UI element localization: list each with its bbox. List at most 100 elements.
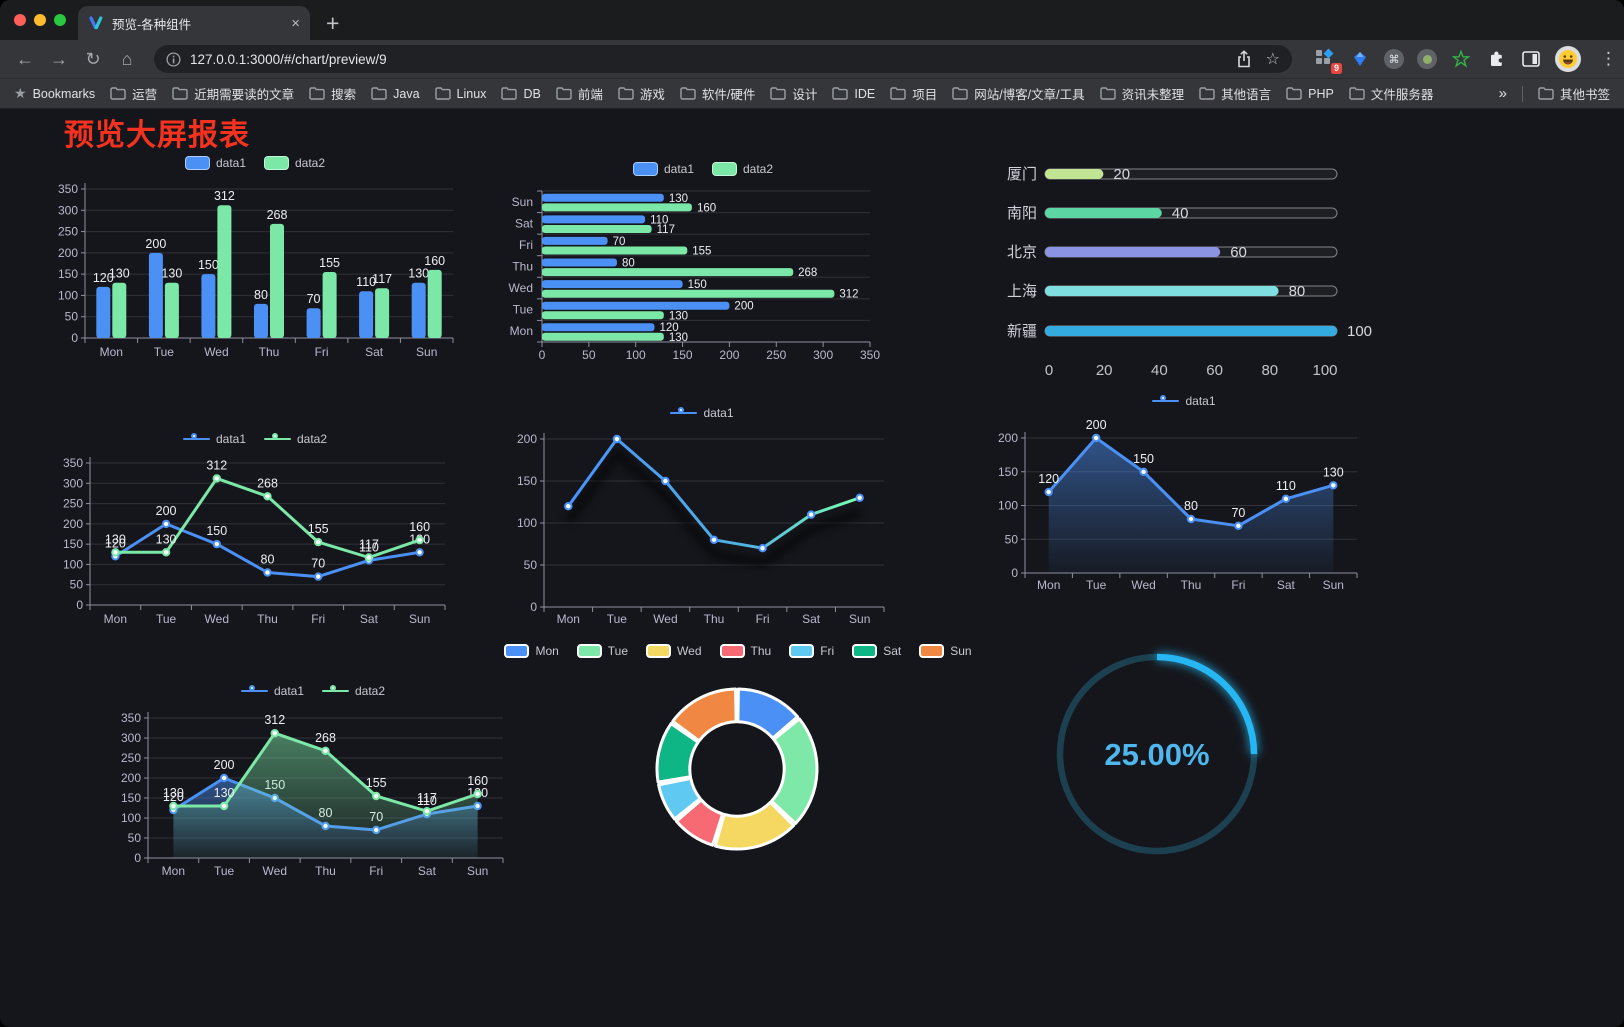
- bookmarks-overflow-chevron[interactable]: »: [1498, 85, 1507, 102]
- tab-title: 预览-各种组件: [112, 17, 192, 32]
- bookmark-folder[interactable]: PHP: [1286, 84, 1334, 103]
- bookmark-folder[interactable]: Java: [371, 84, 420, 103]
- svg-text:60: 60: [1206, 362, 1223, 379]
- tab-close-icon[interactable]: ×: [291, 14, 300, 32]
- legend-item-Sun[interactable]: Sun: [919, 644, 972, 658]
- chart-canvas: 0 50 100 150 200 250 300 350 Mon Tue Wed Thu Fri Sat S…: [63, 456, 446, 626]
- legend-item-Thu[interactable]: Thu: [719, 644, 771, 658]
- bookmark-folder[interactable]: 软件/硬件: [680, 84, 755, 103]
- svg-text:100: 100: [58, 288, 78, 302]
- browser-menu-icon[interactable]: ⋮: [1600, 49, 1617, 68]
- svg-text:70: 70: [613, 236, 626, 248]
- legend-item-data1[interactable]: data1: [182, 432, 246, 446]
- bookmark-folder[interactable]: 设计: [770, 84, 817, 103]
- chart-canvas: 厦门 20 南阳 40 北京 60 上海 80 新疆 100 0 20 40 60 80 100: [1007, 166, 1372, 379]
- svg-text:200: 200: [1086, 418, 1107, 432]
- bookmark-folder[interactable]: 运营: [110, 84, 157, 103]
- other-bookmarks[interactable]: 其他书签: [1538, 84, 1610, 103]
- chart-line-dual[interactable]: data1 data2 0 50 100 150 200 250 300 350 Mon Tue Wed…: [45, 427, 465, 645]
- svg-text:50: 50: [65, 310, 79, 324]
- svg-text:130: 130: [1323, 465, 1344, 479]
- chart-line-gradient[interactable]: data1 0 50 100 150 200 Mon Tue Wed Thu Fri Sat Sun: [502, 401, 902, 635]
- svg-text:0: 0: [1011, 566, 1018, 580]
- side-panel-icon[interactable]: [1520, 48, 1542, 70]
- svg-text:268: 268: [798, 267, 817, 279]
- legend-item-Sat[interactable]: Sat: [852, 644, 901, 658]
- bookmark-folder[interactable]: 搜索: [309, 84, 356, 103]
- chart-line-dual-area[interactable]: data1 data2 0 50 100 150 200 250 300 350 Mon Tue Wed…: [103, 679, 523, 889]
- chart-donut[interactable]: Mon Tue Wed Thu Fri Sat Sun: [504, 639, 972, 895]
- bookmark-folder[interactable]: 资讯未整理: [1099, 84, 1184, 103]
- bookmark-star-icon[interactable]: ☆: [1265, 51, 1280, 68]
- emoji-face-icon: [1559, 50, 1577, 68]
- svg-text:Sat: Sat: [802, 612, 821, 626]
- legend-item-Wed[interactable]: Wed: [646, 644, 702, 658]
- bookmark-folder[interactable]: 其他语言: [1199, 84, 1271, 103]
- extension-record-icon[interactable]: [1417, 49, 1437, 69]
- folder-icon: [1286, 87, 1302, 100]
- chart-gauge-progress[interactable]: 25.00%: [1033, 637, 1283, 887]
- svg-text:150: 150: [688, 279, 707, 291]
- legend-swatch-icon: [719, 644, 745, 658]
- svg-text:Sun: Sun: [1323, 578, 1344, 592]
- svg-text:155: 155: [319, 256, 340, 270]
- legend-item-data2[interactable]: data2: [264, 156, 325, 170]
- svg-text:160: 160: [697, 202, 716, 214]
- bookmark-folder[interactable]: Linux: [434, 84, 486, 103]
- share-icon[interactable]: [1236, 50, 1252, 68]
- legend-item-data2[interactable]: data2: [322, 684, 385, 698]
- legend-item-data1[interactable]: data1: [240, 684, 304, 698]
- extension-gem-icon[interactable]: [1349, 48, 1371, 70]
- site-info-icon[interactable]: [166, 51, 181, 67]
- bookmark-folder[interactable]: IDE: [832, 84, 875, 103]
- legend-item-data2[interactable]: data2: [712, 162, 773, 176]
- svg-text:160: 160: [409, 520, 430, 534]
- url-text: 127.0.0.1:3000/#/chart/preview/9: [190, 51, 387, 67]
- donut-slice-Sat: [655, 722, 700, 784]
- chart-horizontal-bar[interactable]: data1 data2 0 50 100 150 200 250 300 350 Sun 130 160…: [502, 157, 904, 367]
- browser-tab[interactable]: 预览-各种组件 ×: [78, 6, 310, 40]
- chart-progress-bars[interactable]: 厦门 20 南阳 40 北京 60 上海 80 新疆 100 0 20 40 60 80 100: [985, 157, 1383, 382]
- url-bar[interactable]: 127.0.0.1:3000/#/chart/preview/9 ☆: [154, 45, 1292, 73]
- bookmarks-folders: 运营 近期需要读的文章 搜索 Java Linux DB 前端 游戏 软件/硬件 设计 IDE 项目 网…: [110, 84, 1484, 103]
- legend-item-data1[interactable]: data1: [632, 162, 694, 176]
- reload-icon[interactable]: ↻: [85, 49, 101, 69]
- forward-icon[interactable]: →: [50, 49, 68, 69]
- bookmark-folder[interactable]: 前端: [556, 84, 603, 103]
- extensions-puzzle-icon[interactable]: [1485, 48, 1507, 70]
- svg-text:Wed: Wed: [204, 345, 228, 359]
- svg-text:155: 155: [366, 776, 387, 790]
- home-icon[interactable]: ⌂: [121, 49, 133, 69]
- svg-text:250: 250: [63, 497, 83, 511]
- bookmark-folder[interactable]: 文件服务器: [1349, 84, 1433, 103]
- legend-item-data1[interactable]: data1: [1152, 394, 1216, 408]
- legend-item-data2[interactable]: data2: [264, 432, 327, 446]
- profile-avatar[interactable]: [1555, 46, 1581, 72]
- bookmark-folder[interactable]: 近期需要读的文章: [172, 84, 294, 103]
- extension-star-icon[interactable]: [1450, 48, 1472, 70]
- svg-text:300: 300: [121, 731, 141, 745]
- legend-item-Fri[interactable]: Fri: [789, 644, 834, 658]
- bookmark-folder[interactable]: 项目: [890, 84, 937, 103]
- chart-grouped-bar[interactable]: data1 data2 0 50 100 150 200 250 300 350 Mon Tue Wed…: [45, 151, 465, 371]
- svg-text:300: 300: [58, 203, 78, 217]
- minimize-window-button[interactable]: [34, 14, 46, 26]
- extension-command-icon[interactable]: ⌘: [1384, 49, 1404, 69]
- bookmark-folder[interactable]: DB: [501, 84, 541, 103]
- legend-item-data1[interactable]: data1: [184, 156, 246, 170]
- legend-item-Tue[interactable]: Tue: [576, 644, 628, 658]
- svg-text:100: 100: [998, 499, 1018, 513]
- legend-label: data2: [743, 162, 774, 176]
- new-tab-button[interactable]: +: [326, 10, 340, 36]
- svg-text:350: 350: [58, 182, 78, 196]
- back-icon[interactable]: ←: [16, 49, 34, 69]
- legend-item-data1[interactable]: data1: [670, 406, 734, 420]
- legend-item-Mon[interactable]: Mon: [504, 644, 559, 658]
- bookmark-folder[interactable]: 游戏: [618, 84, 665, 103]
- close-window-button[interactable]: [14, 14, 26, 26]
- fullscreen-window-button[interactable]: [54, 14, 66, 26]
- extension-grid-icon[interactable]: 9: [1314, 48, 1342, 74]
- bookmarks-root[interactable]: ★ Bookmarks: [14, 85, 95, 102]
- chart-line-area[interactable]: data1 0 50 100 150 200 Mon Tue Wed Thu Fri Sat Sun 12…: [985, 389, 1383, 599]
- bookmark-folder[interactable]: 网站/博客/文章/工具: [952, 84, 1085, 103]
